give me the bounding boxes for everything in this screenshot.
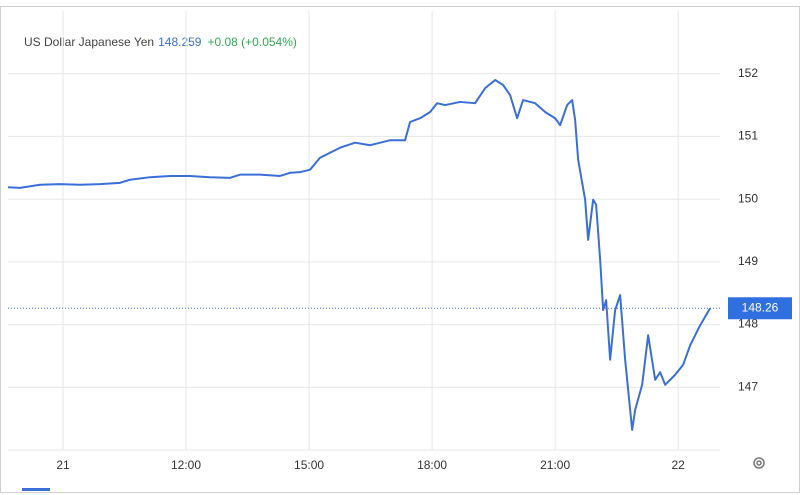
y-tick-label: 147 bbox=[738, 379, 758, 393]
change: +0.08 (+0.054%) bbox=[207, 35, 296, 49]
last-price-box bbox=[728, 297, 792, 320]
quote: 148.259 bbox=[158, 35, 202, 49]
x-tick-label: 18:00 bbox=[417, 458, 447, 472]
y-tick-label: 152 bbox=[738, 66, 758, 80]
y-tick-label: 149 bbox=[738, 254, 758, 268]
y-tick-label: 151 bbox=[738, 129, 758, 143]
y-tick-label: 148 bbox=[738, 317, 758, 331]
chart-title: US Dollar Japanese Yen 148.259 +0.08 (+0.0… bbox=[24, 35, 297, 49]
grid bbox=[8, 11, 720, 451]
x-tick-label: 22 bbox=[671, 458, 685, 472]
last-price-label: 148.26 bbox=[742, 300, 779, 314]
settings-icon[interactable] bbox=[753, 457, 765, 469]
tab-indicator bbox=[22, 488, 50, 491]
x-tick-label: 12:00 bbox=[171, 458, 201, 472]
frame bbox=[0, 6, 800, 493]
y-tick-label: 150 bbox=[738, 191, 758, 205]
plot bbox=[7, 78, 720, 431]
x-tick-label: 21:00 bbox=[540, 458, 570, 472]
title: US Dollar Japanese Yen bbox=[24, 35, 154, 49]
x-tick-label: 15:00 bbox=[294, 458, 324, 472]
price-line bbox=[7, 78, 712, 431]
x-tick-label: 21 bbox=[56, 458, 70, 472]
